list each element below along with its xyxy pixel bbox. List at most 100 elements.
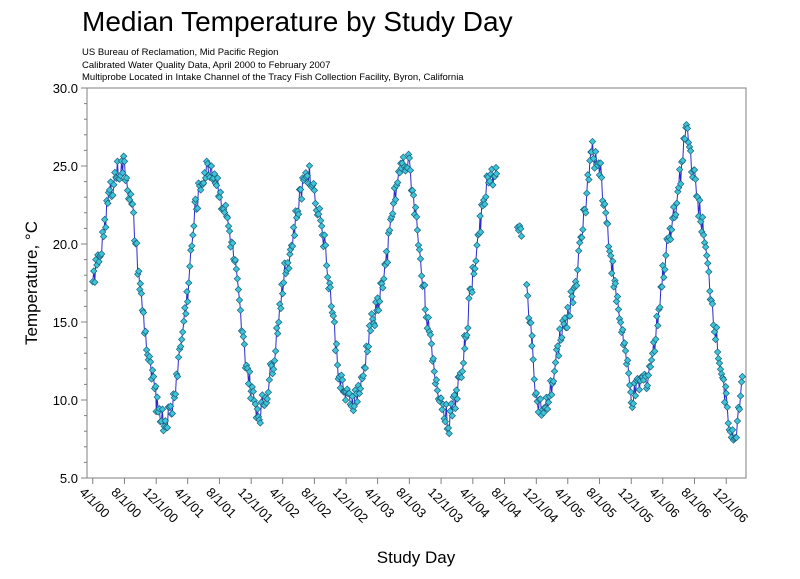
data-point bbox=[658, 283, 666, 291]
data-point bbox=[161, 417, 170, 425]
data-point bbox=[585, 175, 593, 184]
data-point bbox=[472, 257, 480, 265]
data-point bbox=[123, 186, 132, 195]
data-point bbox=[213, 174, 222, 182]
data-point bbox=[249, 387, 257, 396]
data-point bbox=[486, 177, 494, 185]
data-point bbox=[191, 195, 200, 203]
data-point bbox=[429, 354, 437, 363]
data-point bbox=[704, 259, 712, 268]
data-point bbox=[448, 412, 456, 420]
data-point bbox=[216, 188, 225, 196]
data-point bbox=[603, 220, 612, 228]
data-point bbox=[575, 247, 583, 255]
data-point bbox=[421, 281, 429, 289]
x-axis: 4/1/008/1/0012/1/004/1/018/1/0112/1/014/… bbox=[77, 478, 751, 526]
data-point bbox=[621, 347, 630, 355]
data-point bbox=[110, 181, 118, 189]
data-point bbox=[353, 398, 362, 406]
data-point bbox=[305, 162, 314, 170]
data-point bbox=[686, 147, 695, 155]
x-tick-label: 8/1/02 bbox=[298, 485, 334, 521]
data-point bbox=[146, 358, 155, 366]
data-point bbox=[189, 231, 197, 239]
data-point bbox=[120, 157, 129, 166]
data-point bbox=[317, 222, 326, 230]
data-point bbox=[583, 189, 591, 197]
data-point bbox=[279, 278, 288, 287]
data-point bbox=[109, 191, 117, 199]
data-point bbox=[522, 280, 531, 289]
data-point bbox=[187, 246, 195, 254]
data-point bbox=[326, 283, 334, 291]
data-point bbox=[315, 204, 324, 213]
data-point bbox=[179, 328, 187, 336]
data-point bbox=[517, 232, 526, 240]
data-point bbox=[681, 135, 689, 143]
x-tick-label: 8/1/01 bbox=[203, 485, 239, 521]
data-point bbox=[551, 358, 560, 367]
data-point bbox=[196, 186, 205, 194]
data-point bbox=[379, 284, 387, 292]
data-point bbox=[186, 262, 194, 271]
data-point bbox=[290, 231, 299, 240]
data-point bbox=[465, 294, 473, 303]
data-point bbox=[614, 305, 623, 314]
data-point bbox=[695, 196, 704, 205]
data-point bbox=[253, 405, 262, 413]
data-point bbox=[271, 347, 280, 355]
chart-subtitle-line-2: Calibrated Water Quality Data, April 200… bbox=[82, 60, 331, 71]
data-point bbox=[388, 209, 397, 218]
data-point bbox=[178, 335, 186, 344]
data-point bbox=[482, 193, 490, 201]
data-point bbox=[411, 203, 420, 212]
data-point bbox=[286, 250, 294, 258]
data-point bbox=[163, 423, 172, 432]
data-point bbox=[662, 251, 670, 260]
data-point bbox=[100, 215, 109, 224]
data-point bbox=[728, 426, 737, 434]
data-point bbox=[199, 179, 208, 187]
data-point bbox=[438, 405, 446, 414]
data-point bbox=[363, 347, 372, 356]
data-point bbox=[569, 298, 577, 307]
data-point bbox=[481, 200, 489, 208]
data-point bbox=[383, 258, 392, 267]
y-tick-label: 25.0 bbox=[53, 159, 78, 174]
data-point bbox=[691, 175, 700, 183]
data-point bbox=[361, 364, 370, 372]
data-point bbox=[333, 361, 342, 369]
data-point bbox=[568, 292, 576, 301]
data-point bbox=[536, 395, 545, 403]
data-point bbox=[303, 172, 312, 180]
data-point bbox=[181, 304, 189, 312]
data-point bbox=[453, 395, 461, 403]
data-point bbox=[602, 209, 610, 217]
data-point bbox=[158, 405, 167, 413]
data-point bbox=[527, 319, 535, 327]
data-point bbox=[102, 223, 110, 231]
data-point bbox=[320, 231, 329, 239]
x-tick-label: 8/1/00 bbox=[108, 485, 144, 521]
data-point bbox=[612, 297, 621, 306]
data-point bbox=[275, 318, 283, 326]
data-point bbox=[272, 324, 281, 332]
data-point bbox=[311, 199, 320, 208]
data-point bbox=[679, 156, 687, 165]
data-point bbox=[712, 323, 721, 332]
data-point bbox=[558, 333, 566, 342]
data-point bbox=[547, 391, 556, 399]
data-point bbox=[544, 398, 553, 406]
data-point bbox=[151, 382, 160, 391]
data-point bbox=[713, 348, 722, 356]
data-point bbox=[263, 395, 271, 403]
data-point bbox=[294, 210, 303, 218]
data-point bbox=[330, 318, 339, 326]
data-point bbox=[221, 201, 230, 209]
data-point bbox=[624, 369, 633, 377]
data-point bbox=[675, 165, 684, 174]
data-point bbox=[463, 331, 471, 339]
chart-subtitle-line-1: US Bureau of Reclamation, Mid Pacific Re… bbox=[82, 47, 279, 58]
y-tick-label: 20.0 bbox=[53, 237, 78, 252]
data-point bbox=[135, 267, 143, 275]
